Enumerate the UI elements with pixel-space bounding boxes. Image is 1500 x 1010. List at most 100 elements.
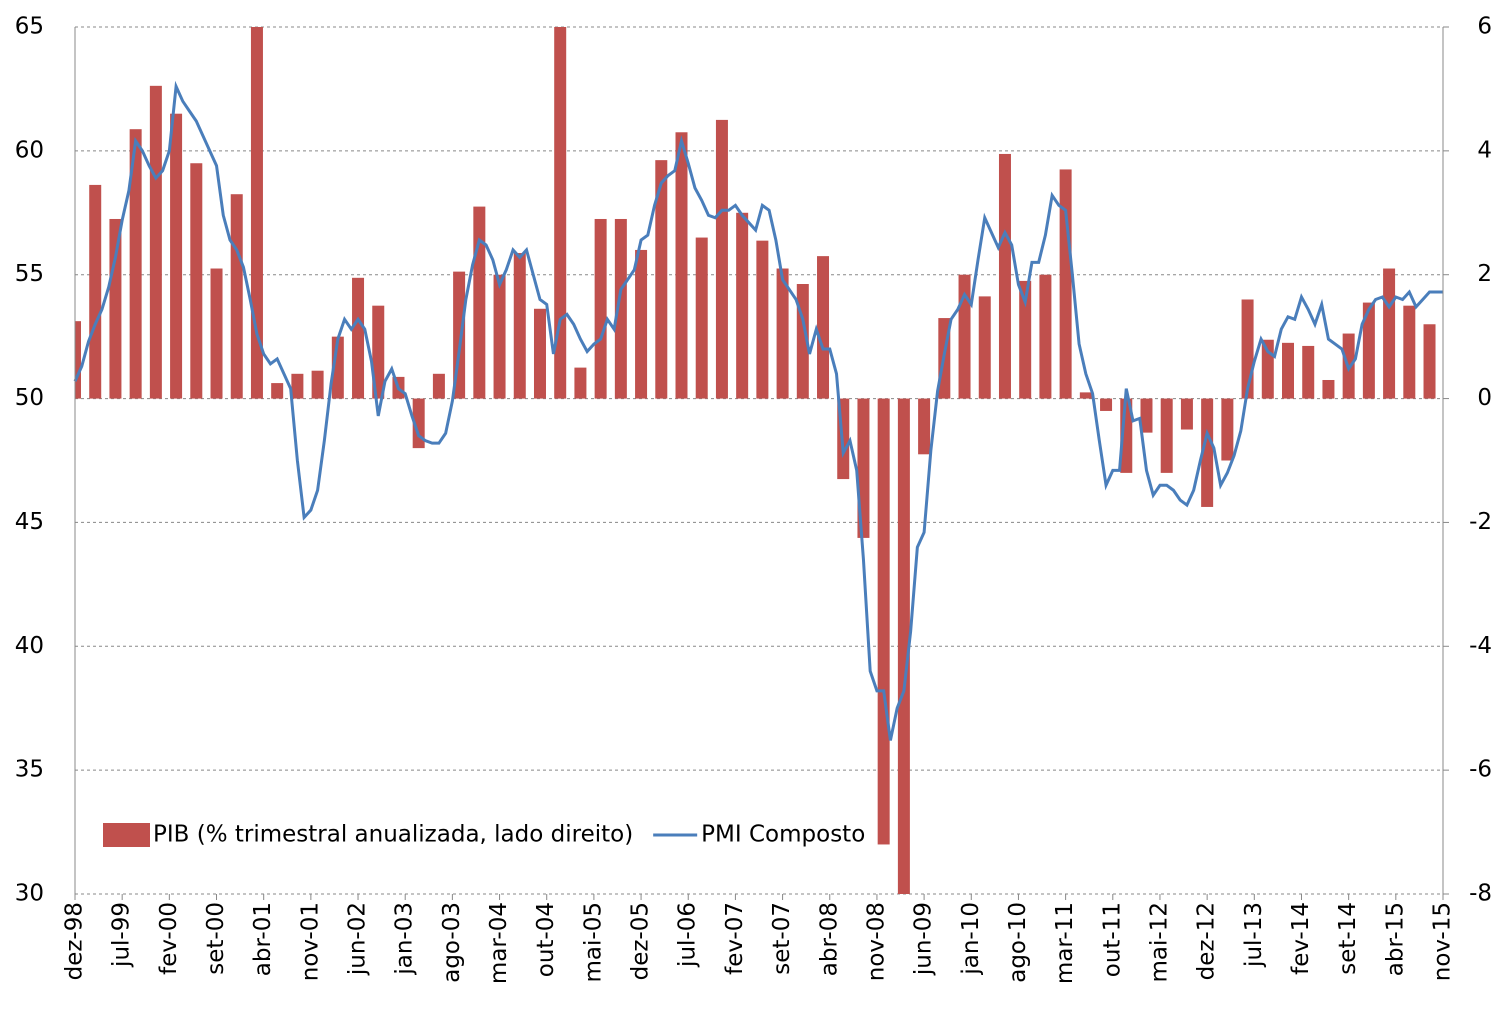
bar xyxy=(1100,398,1113,411)
x-tick-label: nov-01 xyxy=(297,902,323,981)
y2-tick-label: 0 xyxy=(1477,385,1492,411)
bar xyxy=(614,218,627,399)
y2-tick-label: 4 xyxy=(1477,137,1492,163)
bar xyxy=(352,277,365,399)
bar xyxy=(210,268,223,399)
bar xyxy=(1059,169,1072,399)
bar xyxy=(1322,379,1335,399)
y2-tick-label: -8 xyxy=(1469,881,1492,907)
x-tick-label: set-00 xyxy=(203,902,229,975)
bar xyxy=(978,296,991,399)
bar xyxy=(473,206,486,399)
x-tick-label: ago-03 xyxy=(439,902,465,983)
y-tick-label: 55 xyxy=(15,261,44,287)
x-tick-label: fev-14 xyxy=(1288,902,1314,975)
bar xyxy=(715,119,728,399)
bar xyxy=(594,218,607,399)
x-tick-label: nov-08 xyxy=(863,902,889,981)
grid xyxy=(74,26,1449,900)
x-tick-label: abr-15 xyxy=(1382,902,1408,976)
bar xyxy=(311,370,324,399)
bar xyxy=(412,398,425,449)
x-tick-label: fev-07 xyxy=(722,902,748,975)
bar xyxy=(1221,398,1234,461)
x-tick-label: jul-13 xyxy=(1241,902,1267,968)
bar xyxy=(1039,274,1052,399)
x-tick-label: nov-15 xyxy=(1430,902,1456,981)
legend: PIB (% trimestral anualizada, lado direi… xyxy=(103,822,865,848)
bar xyxy=(250,27,263,399)
line xyxy=(73,80,1443,741)
bar xyxy=(897,398,910,894)
bar xyxy=(958,274,971,399)
bar xyxy=(1019,280,1032,399)
bar xyxy=(129,129,142,399)
bar xyxy=(1403,305,1416,399)
bar xyxy=(756,240,769,399)
x-tick-label: abr-08 xyxy=(816,902,842,976)
x-tick-label: ago-10 xyxy=(1005,902,1031,983)
bar xyxy=(1302,345,1315,399)
bar xyxy=(998,153,1011,399)
bar xyxy=(230,194,243,399)
bar xyxy=(1383,268,1396,399)
x-tick-label: jul-06 xyxy=(675,902,701,968)
bar xyxy=(1160,398,1173,473)
x-tick-label: dez-98 xyxy=(62,902,88,980)
y-tick-label: 45 xyxy=(15,509,44,535)
bar xyxy=(554,27,567,399)
bar xyxy=(372,305,385,399)
bar xyxy=(675,132,688,399)
y2-tick-label: 6 xyxy=(1477,14,1492,40)
bar xyxy=(1140,398,1153,433)
x-tick-label: dez-05 xyxy=(628,902,654,980)
y-tick-label: 65 xyxy=(15,14,44,40)
x-tick-label: mar-11 xyxy=(1052,902,1078,984)
x-tick-label: set-14 xyxy=(1335,902,1361,975)
bar xyxy=(1079,392,1092,399)
bar xyxy=(109,218,122,399)
bar xyxy=(513,253,526,399)
bar xyxy=(89,184,102,399)
bar xyxy=(776,268,789,399)
bar xyxy=(533,308,546,399)
x-tick-label: out-04 xyxy=(533,902,559,977)
bar xyxy=(817,256,830,399)
x-tick-label: set-07 xyxy=(769,902,795,975)
x-tick-label: mai-12 xyxy=(1146,902,1172,982)
y-tick-label: 60 xyxy=(15,137,44,163)
labels: 30 35 40 45 50 55 60 65 -8 -6 -4 -2 0 2 4 6 dez-98 jul-99… xyxy=(15,14,1492,985)
bar xyxy=(736,212,749,399)
y2-tick-label: -2 xyxy=(1469,509,1492,535)
bar xyxy=(635,249,648,399)
x-tick-label: abr-01 xyxy=(250,902,276,976)
legend-label: PMI Composto xyxy=(701,822,865,848)
y2-tick-label: -6 xyxy=(1469,757,1492,783)
x-tick-label: jun-09 xyxy=(911,902,937,976)
bar xyxy=(432,373,445,399)
legend-swatch xyxy=(103,823,150,847)
bar xyxy=(291,373,304,399)
bar xyxy=(190,163,203,399)
bar xyxy=(1180,398,1193,430)
bar xyxy=(1201,398,1214,507)
bar xyxy=(918,398,931,455)
bar xyxy=(170,113,183,399)
y-tick-label: 30 xyxy=(15,881,44,907)
x-tick-label: jul-99 xyxy=(109,902,135,968)
bar xyxy=(75,321,81,399)
bar xyxy=(655,160,668,399)
y2-tick-label: -4 xyxy=(1469,633,1492,659)
x-tick-label: jun-02 xyxy=(345,902,371,976)
bar xyxy=(1362,302,1375,399)
x-tick-label: dez-12 xyxy=(1194,902,1220,980)
x-tick-label: out-11 xyxy=(1099,902,1125,977)
y2-tick-label: 2 xyxy=(1477,261,1492,287)
bar xyxy=(493,274,506,399)
lines xyxy=(73,80,1443,741)
x-tick-label: fev-00 xyxy=(156,902,182,975)
y-tick-label: 35 xyxy=(15,757,44,783)
bar xyxy=(271,383,284,399)
